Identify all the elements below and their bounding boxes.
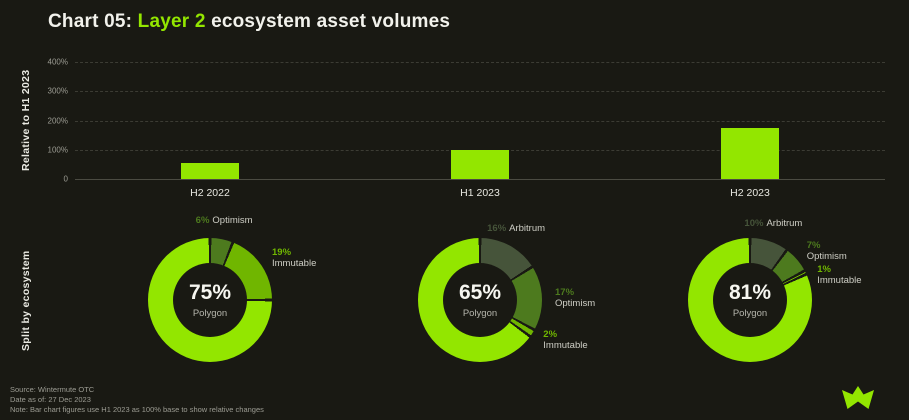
donut-center-value: 65% bbox=[458, 281, 502, 304]
segment-percent: 7% bbox=[806, 239, 821, 251]
segment-label-optimism: 7% Optimism bbox=[807, 240, 847, 262]
footer-note: Note: Bar chart figures use H1 2023 as 1… bbox=[10, 405, 264, 414]
segment-label-immutable: 2% Immutable bbox=[543, 329, 587, 351]
segment-name: Arbitrum bbox=[509, 223, 546, 235]
segment-label-optimism: 17% Optimism bbox=[555, 287, 595, 309]
wintermute-logo-icon bbox=[842, 386, 874, 409]
donut-center-name: Polygon bbox=[462, 308, 498, 319]
segment-percent: 1% bbox=[817, 263, 831, 275]
segment-label-arbitrum: 10% Arbitrum bbox=[744, 218, 802, 229]
y-axis-tick-label: 0 bbox=[63, 174, 68, 184]
donut-ring bbox=[688, 238, 812, 362]
donut-center-name: Polygon bbox=[732, 308, 768, 319]
x-axis-category-label: H2 2023 bbox=[730, 187, 770, 199]
donut-center-value: 81% bbox=[728, 281, 772, 304]
segment-percent: 2% bbox=[543, 329, 558, 341]
title-suffix: ecosystem asset volumes bbox=[205, 11, 451, 32]
donut-ring bbox=[148, 238, 272, 362]
segment-name: Optimism bbox=[555, 297, 596, 309]
donut-center-value: 75% bbox=[188, 281, 232, 304]
segment-label-immutable: 1% Immutable bbox=[817, 264, 861, 286]
y-axis-tick-label: 200% bbox=[47, 116, 68, 125]
donut-ring bbox=[418, 238, 542, 362]
bar-h2-2023 bbox=[721, 127, 779, 179]
title-prefix: Chart 05: bbox=[48, 11, 138, 32]
segment-label-arbitrum: 16% Arbitrum bbox=[487, 223, 545, 234]
y-axis-tick-label: 400% bbox=[47, 57, 68, 67]
bar-h2-2022 bbox=[180, 162, 239, 179]
segment-percent: 10% bbox=[744, 217, 764, 229]
page-title: Chart 05: Layer 2 ecosystem asset volume… bbox=[48, 11, 450, 33]
donut-center-label: 75% Polygon bbox=[175, 281, 245, 319]
segment-percent: 16% bbox=[487, 223, 507, 235]
segment-name: Optimism bbox=[212, 215, 253, 227]
x-axis-category-label: H2 2022 bbox=[190, 187, 230, 199]
donut-charts: 75% Polygon 6% Optimism 19% Immutable 65% Polyg… bbox=[75, 215, 885, 378]
gridline bbox=[75, 120, 885, 122]
donut-center-name: Polygon bbox=[192, 308, 228, 319]
donut-center-label: 81% Polygon bbox=[715, 281, 785, 319]
segment-label-optimism: 6% Optimism bbox=[196, 215, 253, 226]
gridline bbox=[75, 62, 885, 63]
donut-chart-h1-2023: 65% Polygon 16% Arbitrum 17% Optimism 2% Immuta… bbox=[345, 222, 615, 378]
segment-name: Optimism bbox=[806, 250, 847, 262]
donut-chart-h2-2023: 81% Polygon 10% Arbitrum 7% Optimism 1% Immutab… bbox=[615, 218, 885, 378]
segment-name: Immutable bbox=[543, 340, 588, 352]
segment-name: Arbitrum bbox=[766, 217, 803, 229]
segment-name: Immutable bbox=[817, 274, 862, 286]
donut-section-label: Split by ecosystem bbox=[20, 250, 32, 352]
gridline bbox=[75, 91, 885, 93]
segment-percent: 6% bbox=[195, 215, 210, 227]
y-axis-tick-label: 300% bbox=[47, 86, 68, 96]
bar-axis-label: Relative to H1 2023 bbox=[20, 69, 32, 171]
footer: Source: Wintermute OTC Date as of: 27 De… bbox=[10, 385, 264, 415]
title-highlight: Layer 2 bbox=[137, 11, 206, 32]
footer-source: Source: Wintermute OTC bbox=[10, 385, 95, 394]
bar-chart: 0 100% 200% 300% 400% H2 2022 H1 2023 H2 2023 bbox=[48, 58, 885, 199]
segment-label-immutable: 19% Immutable bbox=[272, 247, 316, 269]
segment-percent: 19% bbox=[272, 246, 292, 258]
segment-name: Immutable bbox=[272, 257, 317, 269]
donut-chart-h2-2022: 75% Polygon 6% Optimism 19% Immutable bbox=[75, 215, 345, 378]
segment-percent: 17% bbox=[555, 286, 575, 298]
footer-date: Date as of: 27 Dec 2023 bbox=[10, 395, 91, 404]
donut-center-label: 65% Polygon bbox=[445, 281, 515, 319]
x-axis-category-label: H1 2023 bbox=[460, 187, 500, 199]
y-axis-tick-label: 100% bbox=[47, 145, 68, 155]
bar-h1-2023 bbox=[451, 149, 509, 179]
